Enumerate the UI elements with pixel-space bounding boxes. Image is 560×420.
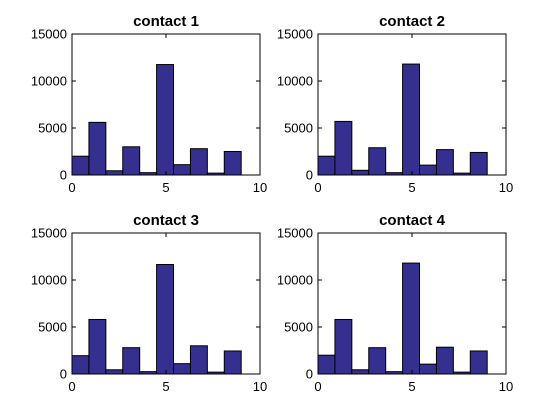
y-tick-label: 15000	[31, 226, 67, 241]
x-tick-label: 10	[499, 379, 513, 394]
y-tick-label: 0	[60, 367, 67, 382]
histogram-bar	[419, 164, 437, 176]
y-tick-label: 15000	[277, 226, 313, 241]
histogram-bar	[88, 121, 107, 176]
histogram-bar	[156, 64, 175, 176]
y-tick-label: 0	[60, 168, 67, 183]
histogram-bar	[334, 120, 353, 176]
histogram-bar	[189, 345, 208, 375]
x-tick-label: 5	[408, 379, 415, 394]
histogram-bar	[122, 347, 141, 375]
histogram-bar	[317, 354, 336, 375]
y-tick-label: 5000	[38, 320, 67, 335]
histogram-bar	[223, 350, 242, 375]
x-tick-label: 0	[314, 379, 321, 394]
subplot-1: 0 5 10 0 5000 10000 15000 contact 1	[31, 13, 267, 195]
subplot-title: contact 2	[379, 13, 445, 30]
x-tick-label: 0	[68, 379, 75, 394]
axes-frame	[71, 232, 261, 375]
histogram-bar	[88, 318, 107, 375]
x-tick-label: 10	[253, 379, 267, 394]
histogram-bar	[368, 347, 387, 375]
histogram-bar	[156, 263, 175, 375]
y-tick-label: 10000	[277, 273, 313, 288]
x-tick-label: 10	[499, 180, 513, 195]
histogram-bar	[402, 262, 421, 375]
y-tick-label: 10000	[277, 74, 313, 89]
histogram-bar	[334, 318, 353, 375]
x-tick-label: 10	[253, 180, 267, 195]
axes-frame	[317, 33, 507, 176]
y-tick-label: 15000	[277, 27, 313, 42]
subplot-title: contact 1	[133, 13, 199, 30]
histogram-bar	[435, 346, 454, 375]
subplot-title: contact 3	[133, 212, 199, 229]
histogram-bar	[173, 164, 191, 176]
histogram-bar	[351, 169, 370, 176]
x-tick-label: 5	[162, 180, 169, 195]
histogram-bar	[469, 151, 488, 176]
histogram-bar	[402, 63, 421, 176]
axes-frame	[71, 33, 261, 176]
axes-frame	[317, 232, 507, 375]
subplot-4: 0 5 10 0 5000 10000 15000 contact 4	[277, 212, 513, 394]
histogram-bar	[71, 155, 90, 176]
y-tick-label: 5000	[38, 121, 67, 136]
histogram-bar	[105, 369, 124, 375]
histogram-bar	[469, 350, 488, 375]
histogram-bar	[317, 155, 336, 176]
subplot-title: contact 4	[379, 212, 446, 229]
y-tick-label: 5000	[284, 121, 313, 136]
histogram-bar	[105, 170, 124, 176]
subplot-2: 0 5 10 0 5000 10000 15000 contact 2	[277, 13, 513, 195]
histogram-bar	[173, 363, 191, 375]
x-tick-label: 5	[408, 180, 415, 195]
y-tick-label: 10000	[31, 273, 67, 288]
histogram-bar	[435, 149, 454, 176]
x-tick-label: 5	[162, 379, 169, 394]
histogram-bar	[419, 363, 437, 375]
histogram-bar	[368, 147, 387, 176]
subplot-3: 0 5 10 0 5000 10000 15000 contact 3	[31, 212, 267, 394]
y-tick-label: 0	[306, 367, 313, 382]
histogram-bar	[122, 146, 141, 176]
histogram-bar	[189, 148, 208, 176]
y-tick-label: 15000	[31, 27, 67, 42]
y-tick-label: 10000	[31, 74, 67, 89]
histogram-bar	[71, 355, 90, 375]
y-tick-label: 0	[306, 168, 313, 183]
y-tick-label: 5000	[284, 320, 313, 335]
x-tick-label: 0	[68, 180, 75, 195]
x-tick-label: 0	[314, 180, 321, 195]
histogram-bar	[223, 151, 242, 176]
histogram-bar	[351, 369, 370, 375]
